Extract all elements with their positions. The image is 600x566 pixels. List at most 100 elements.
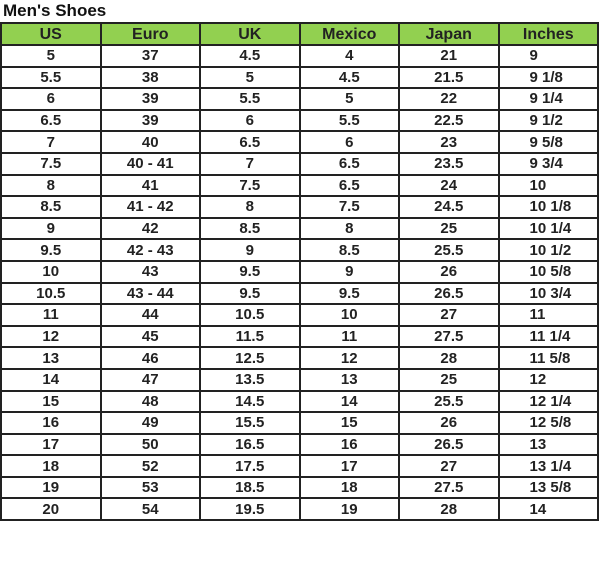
cell-uk: 7: [199, 151, 301, 176]
cell-japan: 26: [398, 259, 500, 284]
cell-uk: 13.5: [199, 367, 301, 392]
table-row: 12 45 11.5 11 27.5 11 1/4: [0, 324, 599, 349]
cell-inches: 13: [497, 432, 599, 457]
cell-mexico: 19: [298, 497, 400, 522]
cell-euro: 53: [99, 475, 201, 500]
cell-uk: 14.5: [199, 389, 301, 414]
cell-uk: 6.5: [199, 130, 301, 154]
cell-japan: 25: [398, 367, 500, 392]
cell-us: 12: [0, 324, 102, 349]
cell-japan: 26: [398, 411, 500, 435]
cell-us: 11: [0, 303, 102, 327]
cell-inches: 9: [497, 44, 599, 68]
table-row: 8.5 41 - 42 8 7.5 24.5 10 1/8: [0, 195, 599, 219]
cell-japan: 25: [398, 216, 500, 241]
size-chart-table: US Euro UK Mexico Japan Inches 5 37 4.5 4 21 9 5.5 3…: [0, 22, 599, 522]
cell-mexico: 9: [298, 259, 400, 284]
cell-mexico: 14: [298, 389, 400, 414]
cell-us: 8.5: [0, 195, 102, 219]
column-header-uk: UK: [199, 22, 301, 46]
cell-inches: 12: [497, 367, 599, 392]
cell-euro: 44: [99, 303, 201, 327]
cell-us: 10.5: [0, 281, 102, 306]
cell-inches: 11: [497, 303, 599, 327]
header-row: US Euro UK Mexico Japan Inches: [0, 22, 599, 46]
column-header-japan: Japan: [398, 22, 500, 46]
cell-mexico: 12: [298, 346, 400, 370]
cell-inches: 12 5/8: [497, 411, 599, 435]
cell-mexico: 4.5: [298, 65, 400, 90]
cell-mexico: 10: [298, 303, 400, 327]
cell-uk: 15.5: [199, 411, 301, 435]
table-row: 11 44 10.5 10 27 11: [0, 303, 599, 327]
cell-us: 6: [0, 87, 102, 111]
cell-euro: 41 - 42: [99, 195, 201, 219]
cell-japan: 21: [398, 44, 500, 68]
column-header-inches: Inches: [497, 22, 599, 46]
cell-japan: 23: [398, 130, 500, 154]
cell-euro: 46: [99, 346, 201, 370]
cell-japan: 22.5: [398, 108, 500, 133]
cell-japan: 27.5: [398, 324, 500, 349]
cell-inches: 13 5/8: [497, 475, 599, 500]
cell-uk: 6: [199, 108, 301, 133]
cell-euro: 43 - 44: [99, 281, 201, 306]
cell-japan: 24: [398, 173, 500, 198]
table-row: 13 46 12.5 12 28 11 5/8: [0, 346, 599, 370]
cell-japan: 26.5: [398, 432, 500, 457]
cell-us: 9: [0, 216, 102, 241]
cell-mexico: 9.5: [298, 281, 400, 306]
cell-us: 9.5: [0, 238, 102, 262]
cell-uk: 5: [199, 65, 301, 90]
cell-inches: 9 1/2: [497, 108, 599, 133]
cell-mexico: 6: [298, 130, 400, 154]
cell-uk: 17.5: [199, 454, 301, 478]
cell-us: 6.5: [0, 108, 102, 133]
cell-japan: 26.5: [398, 281, 500, 306]
cell-us: 15: [0, 389, 102, 414]
cell-mexico: 4: [298, 44, 400, 68]
cell-inches: 9 3/4: [497, 151, 599, 176]
cell-uk: 19.5: [199, 497, 301, 522]
cell-us: 7.5: [0, 151, 102, 176]
cell-inches: 10 1/4: [497, 216, 599, 241]
cell-mexico: 13: [298, 367, 400, 392]
table-row: 6.5 39 6 5.5 22.5 9 1/2: [0, 108, 599, 133]
cell-inches: 11 1/4: [497, 324, 599, 349]
cell-mexico: 17: [298, 454, 400, 478]
cell-euro: 39: [99, 87, 201, 111]
cell-inches: 13 1/4: [497, 454, 599, 478]
cell-uk: 18.5: [199, 475, 301, 500]
cell-uk: 9.5: [199, 259, 301, 284]
cell-mexico: 6.5: [298, 173, 400, 198]
cell-euro: 40: [99, 130, 201, 154]
table-row: 14 47 13.5 13 25 12: [0, 367, 599, 392]
column-header-us: US: [0, 22, 102, 46]
cell-us: 18: [0, 454, 102, 478]
cell-inches: 10 5/8: [497, 259, 599, 284]
cell-uk: 5.5: [199, 87, 301, 111]
cell-japan: 24.5: [398, 195, 500, 219]
cell-mexico: 16: [298, 432, 400, 457]
cell-uk: 9: [199, 238, 301, 262]
cell-uk: 7.5: [199, 173, 301, 198]
table-row: 7 40 6.5 6 23 9 5/8: [0, 130, 599, 154]
table-row: 17 50 16.5 16 26.5 13: [0, 432, 599, 457]
cell-japan: 21.5: [398, 65, 500, 90]
cell-euro: 37: [99, 44, 201, 68]
cell-us: 19: [0, 475, 102, 500]
cell-us: 10: [0, 259, 102, 284]
cell-uk: 9.5: [199, 281, 301, 306]
cell-us: 17: [0, 432, 102, 457]
cell-inches: 10 3/4: [497, 281, 599, 306]
cell-inches: 14: [497, 497, 599, 522]
cell-uk: 12.5: [199, 346, 301, 370]
column-header-euro: Euro: [99, 22, 201, 46]
table-row: 8 41 7.5 6.5 24 10: [0, 173, 599, 198]
cell-mexico: 5: [298, 87, 400, 111]
cell-euro: 49: [99, 411, 201, 435]
cell-euro: 39: [99, 108, 201, 133]
cell-japan: 28: [398, 497, 500, 522]
table-row: 10.5 43 - 44 9.5 9.5 26.5 10 3/4: [0, 281, 599, 306]
cell-euro: 45: [99, 324, 201, 349]
